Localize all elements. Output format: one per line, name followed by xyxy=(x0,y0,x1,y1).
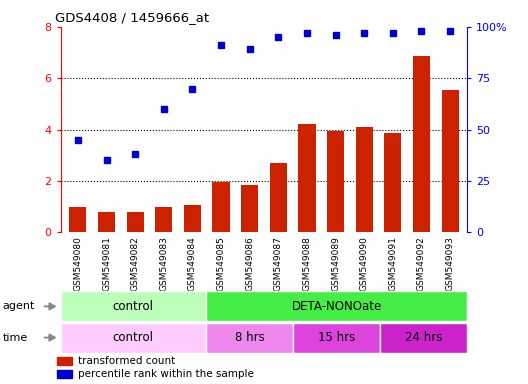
Bar xyxy=(413,56,430,232)
Text: agent: agent xyxy=(3,301,35,311)
Bar xyxy=(356,127,373,232)
Bar xyxy=(69,207,87,232)
Bar xyxy=(184,205,201,232)
Text: 15 hrs: 15 hrs xyxy=(318,331,355,344)
Bar xyxy=(293,323,380,353)
Bar xyxy=(127,212,144,232)
Bar xyxy=(380,323,467,353)
Bar xyxy=(155,207,172,232)
Text: GSM549088: GSM549088 xyxy=(303,236,312,291)
Text: DETA-NONOate: DETA-NONOate xyxy=(291,300,382,313)
Text: GSM549085: GSM549085 xyxy=(216,236,225,291)
Bar xyxy=(58,357,72,365)
Bar xyxy=(61,323,206,353)
Text: GSM549084: GSM549084 xyxy=(188,236,197,291)
Bar xyxy=(384,134,401,232)
Text: GSM549081: GSM549081 xyxy=(102,236,111,291)
Text: time: time xyxy=(3,333,28,343)
Text: control: control xyxy=(113,331,154,344)
Text: 8 hrs: 8 hrs xyxy=(234,331,265,344)
Bar xyxy=(58,371,72,378)
Bar xyxy=(212,182,230,232)
Text: GSM549087: GSM549087 xyxy=(274,236,283,291)
Text: GSM549083: GSM549083 xyxy=(159,236,168,291)
Bar xyxy=(327,131,344,232)
Text: percentile rank within the sample: percentile rank within the sample xyxy=(78,369,253,379)
Bar xyxy=(270,163,287,232)
Bar xyxy=(298,124,316,232)
Text: control: control xyxy=(113,300,154,313)
Bar xyxy=(441,90,459,232)
Text: GSM549089: GSM549089 xyxy=(331,236,340,291)
Text: GSM549080: GSM549080 xyxy=(73,236,82,291)
Text: 24 hrs: 24 hrs xyxy=(405,331,442,344)
Bar xyxy=(241,185,258,232)
Text: GDS4408 / 1459666_at: GDS4408 / 1459666_at xyxy=(55,12,210,25)
Text: GSM549093: GSM549093 xyxy=(446,236,455,291)
Text: GSM549091: GSM549091 xyxy=(388,236,398,291)
Text: GSM549092: GSM549092 xyxy=(417,236,426,291)
Bar xyxy=(98,212,115,232)
Bar xyxy=(206,291,467,321)
Text: transformed count: transformed count xyxy=(78,356,175,366)
Bar xyxy=(61,291,206,321)
Text: GSM549086: GSM549086 xyxy=(245,236,254,291)
Text: GSM549090: GSM549090 xyxy=(360,236,369,291)
Bar xyxy=(206,323,293,353)
Text: GSM549082: GSM549082 xyxy=(130,236,140,291)
